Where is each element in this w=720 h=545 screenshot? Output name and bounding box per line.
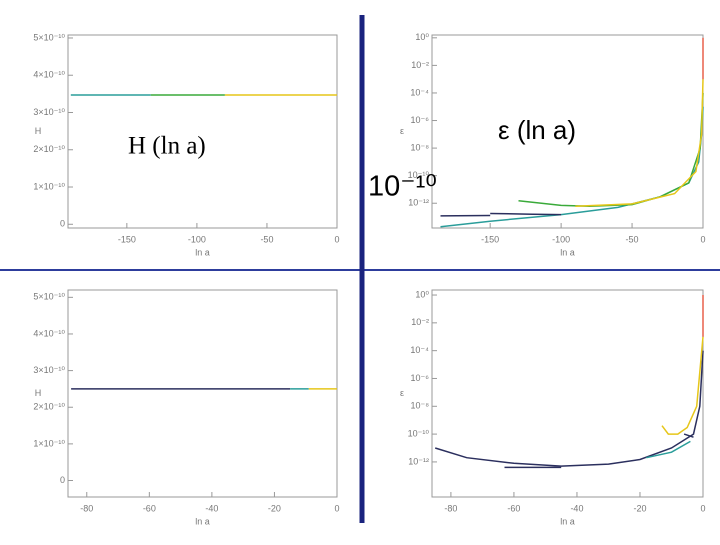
y-tick-label: 10⁻⁶ bbox=[411, 373, 430, 383]
y-tick-label: 10⁻² bbox=[411, 317, 429, 327]
x-tick-label: -20 bbox=[633, 503, 646, 513]
annotation: 10⁻¹⁰ bbox=[368, 171, 437, 203]
x-axis-label: ln a bbox=[195, 247, 210, 257]
x-tick-label: -150 bbox=[481, 234, 499, 244]
y-tick-label: 10⁻¹² bbox=[408, 456, 429, 466]
x-tick-label: -20 bbox=[268, 503, 281, 513]
x-tick-label: -40 bbox=[570, 503, 583, 513]
y-axis-label: H bbox=[35, 126, 42, 136]
y-tick-label: 10⁻⁸ bbox=[410, 142, 429, 152]
x-tick-label: -40 bbox=[205, 503, 218, 513]
y-tick-label: 10⁻⁴ bbox=[410, 345, 429, 355]
y-tick-label: 2×10⁻¹⁰ bbox=[33, 402, 65, 412]
x-axis-label: ln a bbox=[560, 516, 575, 526]
y-tick-label: 1×10⁻¹⁰ bbox=[33, 181, 65, 191]
y-tick-label: 3×10⁻¹⁰ bbox=[33, 365, 65, 375]
x-axis-label: ln a bbox=[560, 247, 575, 257]
y-tick-label: 5×10⁻¹⁰ bbox=[33, 292, 65, 302]
y-tick-label: 2×10⁻¹⁰ bbox=[33, 144, 65, 154]
y-tick-label: 3×10⁻¹⁰ bbox=[33, 107, 65, 117]
y-tick-label: 10⁻⁸ bbox=[410, 401, 429, 411]
y-tick-label: 10⁰ bbox=[415, 289, 429, 299]
annotation: ε (ln a) bbox=[498, 115, 576, 145]
y-tick-label: 0 bbox=[60, 475, 65, 485]
x-tick-label: -50 bbox=[260, 234, 273, 244]
x-tick-label: -80 bbox=[444, 503, 457, 513]
x-tick-label: 0 bbox=[700, 503, 705, 513]
y-tick-label: 10⁻⁶ bbox=[411, 115, 430, 125]
y-tick-label: 1×10⁻¹⁰ bbox=[33, 438, 65, 448]
x-tick-label: -150 bbox=[118, 234, 136, 244]
annotation: H (ln a) bbox=[128, 133, 206, 160]
y-tick-label: 5×10⁻¹⁰ bbox=[33, 32, 65, 42]
x-tick-label: -60 bbox=[507, 503, 520, 513]
y-axis-label: ε bbox=[400, 126, 404, 136]
y-axis-label: ε bbox=[400, 388, 404, 398]
y-tick-label: 0 bbox=[60, 219, 65, 229]
x-tick-label: -50 bbox=[626, 234, 639, 244]
x-axis-label: ln a bbox=[195, 516, 210, 526]
x-tick-label: 0 bbox=[334, 234, 339, 244]
y-tick-label: 4×10⁻¹⁰ bbox=[33, 70, 65, 80]
x-tick-label: -80 bbox=[80, 503, 93, 513]
y-axis-label: H bbox=[35, 388, 42, 398]
y-tick-label: 10⁻² bbox=[411, 60, 429, 70]
y-tick-label: 10⁻⁴ bbox=[410, 87, 429, 97]
x-tick-label: -100 bbox=[188, 234, 206, 244]
y-tick-label: 4×10⁻¹⁰ bbox=[33, 328, 65, 338]
x-tick-label: -60 bbox=[143, 503, 156, 513]
x-tick-label: 0 bbox=[334, 503, 339, 513]
y-tick-label: 10⁰ bbox=[415, 32, 429, 42]
x-tick-label: -100 bbox=[552, 234, 570, 244]
x-tick-label: 0 bbox=[700, 234, 705, 244]
y-tick-label: 10⁻¹⁰ bbox=[408, 428, 430, 438]
